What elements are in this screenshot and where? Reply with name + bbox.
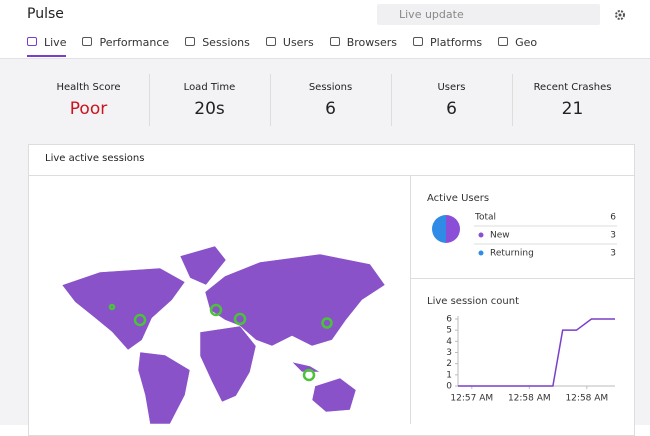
tab[interactable]: Geo	[498, 34, 537, 57]
stat-card: Users 6	[391, 70, 512, 132]
divider	[28, 175, 634, 176]
legend-dot	[478, 250, 484, 256]
pie-slice	[446, 215, 460, 243]
stat-value: 6	[446, 99, 457, 119]
panel-title: Live active sessions	[45, 153, 145, 164]
tab-bar: Live Performance Sessions Users Browsers Plat…	[27, 34, 553, 57]
pie-slice	[432, 215, 446, 243]
session-line	[458, 318, 615, 387]
y-tick-label: 4	[446, 337, 452, 347]
y-tick-label: 1	[446, 370, 452, 380]
tab[interactable]: Live	[27, 34, 67, 57]
y-tick-label: 3	[446, 348, 452, 358]
stat-card: Load Time 20s	[149, 70, 270, 132]
x-tick-label: 12:57 AM	[450, 394, 493, 404]
legend-label: New	[490, 231, 510, 241]
y-tick-label: 6	[446, 315, 452, 325]
stat-label: Recent Crashes	[533, 82, 612, 93]
legend-value: 3	[610, 249, 616, 259]
stat-divider	[512, 74, 513, 126]
stat-label: Health Score	[56, 82, 121, 93]
y-tick-label: 0	[446, 382, 452, 392]
stat-value: 20s	[194, 99, 225, 119]
session-markers	[108, 303, 333, 382]
total-value: 6	[610, 213, 616, 223]
stat-value: 6	[325, 99, 336, 119]
stat-card: Sessions 6	[270, 70, 391, 132]
search-box[interactable]: Live update	[377, 4, 600, 25]
x-tick-label: 12:58 AM	[508, 394, 551, 404]
legend-dot	[478, 232, 484, 238]
search-placeholder: Live update	[399, 8, 464, 21]
stat-divider	[391, 74, 392, 126]
page: Pulse Live update Live Performance Session…	[0, 4, 650, 436]
tab[interactable]: Sessions	[185, 34, 250, 57]
stat-card: Recent Crashes 21	[512, 70, 633, 132]
tab[interactable]: Users	[265, 34, 314, 57]
app-title: Pulse	[27, 6, 64, 22]
stat-label: Load Time	[183, 82, 236, 93]
stat-divider	[270, 74, 271, 126]
tab[interactable]: Platforms	[413, 34, 482, 57]
divider	[410, 278, 634, 279]
tab[interactable]: Browsers	[329, 34, 397, 57]
tab[interactable]: Performance	[82, 34, 169, 57]
settings-icon[interactable]	[613, 8, 627, 22]
charts: Active Users Total 6 Live session count …	[61, 193, 617, 424]
section-title: Live session count	[427, 296, 519, 307]
stat-label: Users	[437, 82, 466, 93]
x-tick-label: 12:58 AM	[565, 394, 608, 404]
legend-value: 3	[610, 231, 616, 241]
world-map	[61, 245, 386, 424]
stat-divider	[149, 74, 150, 126]
legend-label: Returning	[490, 249, 534, 259]
total-label: Total	[474, 213, 496, 223]
section-title: Active Users	[427, 193, 489, 204]
y-tick-label: 5	[446, 326, 452, 336]
divider	[410, 175, 411, 424]
stat-value: 21	[561, 99, 584, 119]
y-tick-label: 2	[446, 359, 452, 369]
stat-label: Sessions	[308, 82, 353, 93]
stat-card: Health Score Poor	[28, 70, 149, 132]
stat-value: Poor	[69, 99, 108, 119]
